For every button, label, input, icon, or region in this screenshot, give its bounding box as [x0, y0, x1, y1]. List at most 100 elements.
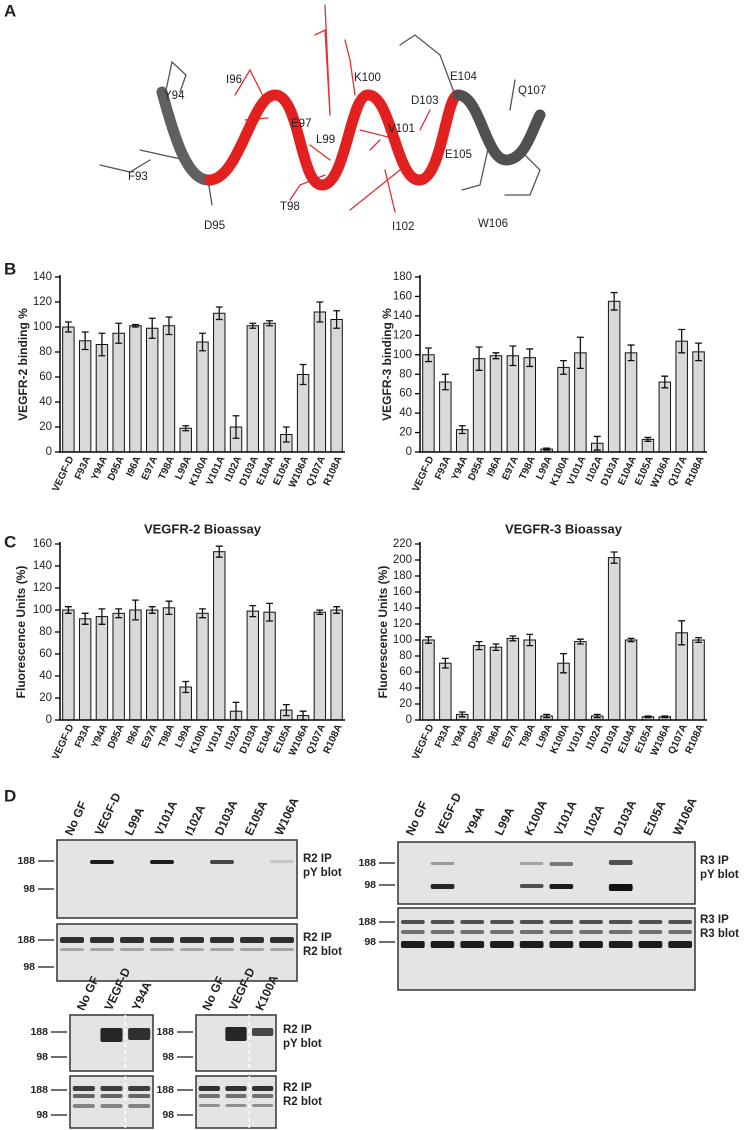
- blot-band: [198, 1086, 220, 1091]
- y-tick-label: 60: [399, 666, 412, 678]
- bar: [658, 381, 672, 453]
- helix-structure: [99, 4, 546, 213]
- y-tick-label: 100: [33, 604, 52, 616]
- y-tick-label: 160: [393, 586, 412, 598]
- blot-band: [549, 920, 574, 924]
- lane-label: D103A: [212, 798, 241, 838]
- error-bar: [441, 373, 449, 391]
- lane-label: No GF: [403, 799, 431, 838]
- bar: [607, 557, 621, 721]
- bar: [146, 609, 159, 721]
- bar: [439, 381, 452, 453]
- panel-label: A: [4, 1, 16, 20]
- error-bar: [333, 606, 341, 614]
- chart-title: VEGFR-3 Bioassay: [505, 521, 623, 536]
- residue-label: V101: [388, 123, 415, 135]
- y-tick-label: 120: [33, 582, 52, 594]
- y-tick-label: 80: [39, 346, 52, 358]
- residue-label: D95: [204, 220, 225, 232]
- bar: [78, 340, 92, 453]
- blot-band: [270, 937, 294, 943]
- residue-label: E104: [450, 71, 477, 83]
- chart-title: VEGFR-2 Bioassay: [144, 521, 262, 536]
- error-bar: [215, 306, 223, 321]
- error-bar: [509, 635, 517, 642]
- error-bar: [509, 345, 517, 367]
- blot-label: R2 blot: [283, 1096, 322, 1108]
- blot-band: [72, 1094, 95, 1098]
- error-bar: [543, 713, 551, 719]
- y-tick-label: 40: [39, 396, 52, 408]
- error-bar: [115, 608, 123, 619]
- y-tick-label: 180: [393, 570, 412, 582]
- bar: [112, 332, 125, 453]
- blot-band: [668, 920, 693, 924]
- blot-band: [90, 937, 114, 943]
- blot-band: [430, 884, 455, 889]
- error-bar: [266, 320, 273, 327]
- blot-band: [490, 941, 514, 948]
- blot-band: [519, 941, 544, 948]
- bar: [112, 612, 125, 721]
- blot-label: R2 IP: [303, 932, 332, 944]
- bar: [213, 551, 226, 721]
- blot-membrane: [195, 1075, 277, 1129]
- error-bar: [458, 711, 466, 718]
- error-bar: [678, 620, 686, 646]
- y-tick-label: 60: [39, 371, 52, 383]
- bar: [246, 610, 259, 721]
- residue-label: Y94: [164, 90, 185, 102]
- lane-label: I102A: [182, 802, 208, 837]
- error-bar: [165, 316, 173, 336]
- blot-band: [400, 920, 425, 924]
- error-bar: [98, 332, 106, 357]
- y-tick-label: 100: [393, 349, 412, 361]
- bar: [439, 662, 452, 721]
- bar: [263, 611, 276, 721]
- marker-label: 98: [36, 1109, 48, 1121]
- y-tick-label: 140: [393, 310, 412, 322]
- y-tick-label: 40: [399, 407, 412, 419]
- blot-band: [519, 930, 544, 934]
- bar: [62, 326, 75, 453]
- residue-label: E105: [445, 149, 472, 161]
- residue-label: I102: [392, 221, 414, 233]
- bar: [489, 355, 503, 453]
- blot-band: [225, 1094, 247, 1098]
- error-bar: [441, 657, 449, 669]
- y-tick-label: 140: [33, 271, 52, 283]
- error-bar: [249, 604, 257, 618]
- lane-label: W106A: [272, 795, 302, 837]
- bar: [330, 609, 343, 721]
- x-tick-label: D95A: [106, 723, 127, 751]
- y-tick-label: 20: [399, 427, 412, 439]
- marker-label: 98: [162, 1109, 174, 1121]
- panel-label: C: [4, 532, 16, 551]
- error-bar: [333, 310, 341, 329]
- bar: [607, 300, 621, 453]
- marker-label: 98: [364, 879, 376, 891]
- bar: [78, 618, 92, 721]
- blot-band: [430, 930, 455, 934]
- bar: [523, 357, 536, 453]
- axes: [419, 275, 707, 453]
- blot-band: [180, 948, 204, 951]
- lane-label: K100A: [522, 798, 551, 838]
- blot-band: [400, 930, 425, 934]
- y-tick-label: 20: [39, 421, 52, 433]
- panel-label: B: [4, 259, 16, 278]
- bar: [129, 609, 142, 721]
- error-bar: [132, 599, 139, 621]
- residue-label: K100: [354, 72, 381, 84]
- bar: [557, 366, 570, 453]
- blot-label: pY blot: [700, 869, 739, 881]
- error-bar: [492, 352, 500, 360]
- blot-band: [490, 920, 514, 924]
- blot-band: [549, 930, 574, 934]
- x-tick-label: VEGF-D: [411, 455, 437, 494]
- blot-band: [90, 948, 114, 951]
- marker-label: 188: [30, 1084, 48, 1096]
- blot-membrane: [56, 839, 298, 919]
- error-bar: [695, 636, 703, 644]
